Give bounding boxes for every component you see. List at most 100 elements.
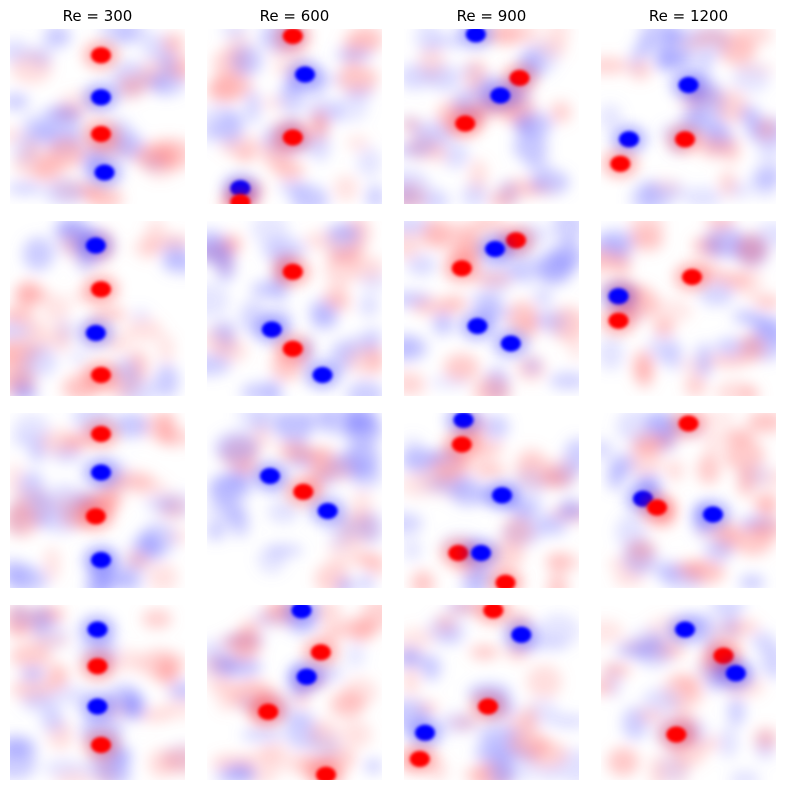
texture-blob	[414, 29, 441, 54]
texture-blob	[730, 29, 773, 46]
heatmap-panel-r2-c3	[404, 221, 579, 396]
vortex-negative	[608, 288, 629, 305]
texture-blob	[136, 707, 173, 722]
texture-blob	[548, 372, 579, 390]
texture-blob	[267, 544, 304, 557]
texture-blob	[112, 358, 140, 383]
vortex-negative	[312, 367, 333, 383]
texture-blob	[549, 101, 572, 124]
texture-blob	[339, 720, 372, 749]
texture-blob	[743, 114, 763, 137]
texture-blob	[10, 182, 44, 195]
texture-blob	[601, 440, 613, 460]
texture-blob	[346, 413, 370, 432]
texture-blob	[310, 310, 338, 330]
texture-blob	[240, 382, 281, 396]
texture-blob	[207, 500, 247, 520]
texture-blob	[715, 90, 747, 124]
texture-blob	[355, 552, 380, 567]
texture-blob	[613, 572, 645, 587]
heatmap-panel-r1-c1	[10, 29, 185, 204]
texture-blob	[331, 96, 369, 122]
texture-blob	[429, 33, 466, 50]
texture-blob	[491, 29, 524, 46]
texture-blob	[513, 468, 548, 497]
texture-blob	[43, 546, 61, 582]
texture-blob	[313, 605, 342, 624]
vortex-negative	[296, 668, 317, 685]
texture-blob	[753, 492, 776, 513]
texture-blob	[10, 642, 52, 670]
texture-blob	[502, 516, 533, 547]
texture-blob	[10, 128, 25, 143]
texture-blob	[156, 413, 177, 446]
heatmap-panel-r1-c4	[601, 29, 776, 204]
texture-blob	[148, 749, 177, 778]
texture-blob	[46, 137, 86, 169]
texture-blob	[505, 263, 529, 281]
texture-blob	[337, 64, 379, 93]
texture-blob	[601, 619, 624, 644]
texture-blob	[607, 747, 639, 777]
vortex-positive	[91, 367, 111, 383]
turbulence-texture	[404, 221, 579, 396]
texture-blob	[705, 221, 735, 232]
vortex-negative	[260, 468, 280, 484]
texture-blob	[443, 353, 480, 381]
texture-blob	[411, 121, 455, 147]
texture-blob	[534, 250, 575, 286]
texture-blob	[695, 342, 713, 378]
texture-blob	[699, 281, 735, 307]
vortex-positive	[282, 263, 303, 280]
vortex-negative	[94, 164, 115, 181]
texture-blob	[214, 766, 257, 780]
texture-blob	[411, 570, 435, 588]
texture-blob	[84, 141, 120, 160]
texture-blob	[218, 318, 236, 352]
heatmap-panel-r2-c1	[10, 221, 185, 396]
texture-blob	[653, 318, 675, 337]
texture-blob	[125, 318, 164, 342]
texture-blob	[513, 131, 548, 162]
texture-blob	[21, 690, 56, 712]
vortex-negative	[453, 413, 474, 428]
texture-blob	[699, 136, 729, 158]
column-title: Re = 600	[259, 7, 330, 25]
texture-blob	[752, 173, 776, 197]
texture-blob	[322, 287, 350, 307]
vortex-negative	[261, 321, 282, 338]
heatmap-panel-r4-c3	[404, 605, 579, 780]
texture-blob	[488, 758, 515, 780]
texture-blob	[118, 73, 158, 92]
vortex-positive	[647, 499, 667, 516]
texture-blob	[241, 728, 284, 742]
texture-blob	[145, 221, 167, 253]
heatmap-panel-r3-c3	[404, 413, 579, 588]
texture-blob	[308, 733, 341, 760]
texture-blob	[21, 344, 58, 378]
texture-blob	[563, 438, 579, 473]
texture-blob	[336, 577, 354, 588]
texture-blob	[279, 181, 309, 195]
texture-blob	[207, 123, 219, 144]
texture-blob	[54, 769, 94, 780]
texture-blob	[10, 332, 22, 364]
texture-blob	[404, 335, 421, 359]
texture-blob	[345, 642, 366, 669]
vortex-negative	[295, 66, 315, 83]
texture-blob	[32, 634, 70, 648]
vortex-negative	[471, 545, 491, 561]
heatmap-panel-r1-c3	[404, 29, 579, 204]
vortex-negative	[725, 665, 746, 682]
texture-blob	[363, 326, 382, 346]
texture-blob	[601, 679, 616, 695]
texture-blob	[710, 605, 746, 617]
texture-blob	[213, 651, 236, 678]
texture-blob	[216, 111, 245, 146]
heatmap-panel-r2-c2	[207, 221, 382, 396]
texture-blob	[13, 414, 51, 445]
texture-blob	[92, 307, 127, 322]
texture-blob	[329, 691, 365, 718]
texture-blob	[154, 364, 179, 396]
vortex-negative	[703, 506, 723, 523]
